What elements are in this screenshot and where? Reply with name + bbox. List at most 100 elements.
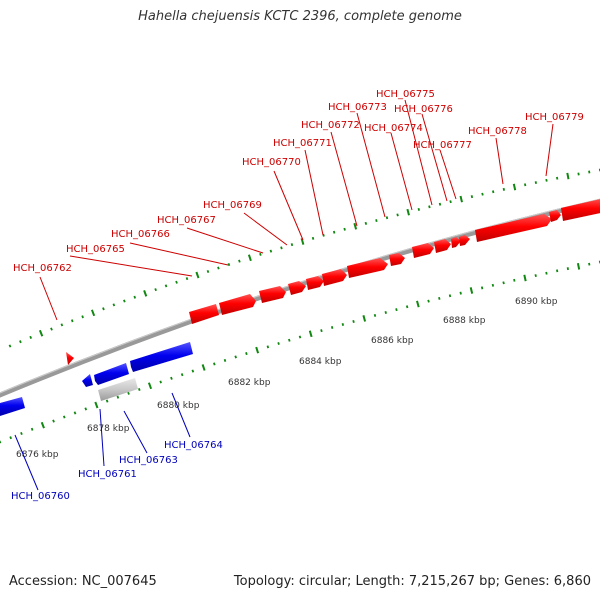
- gene-arrow[interactable]: [66, 352, 74, 365]
- minor-tick: [330, 326, 334, 330]
- gene-label-hch-06773[interactable]: HCH_06773: [328, 102, 387, 113]
- minor-tick: [259, 252, 262, 256]
- scale-label-6884: 6884 kbp: [299, 357, 342, 367]
- gene-arrow[interactable]: [434, 239, 451, 253]
- scale-label-6888: 6888 kbp: [443, 316, 486, 326]
- gene-arrow[interactable]: [82, 374, 93, 387]
- gene-label-hch-06764[interactable]: HCH_06764: [164, 440, 223, 451]
- major-tick: [94, 401, 99, 409]
- minor-tick: [238, 259, 241, 263]
- gene-arrow[interactable]: [288, 281, 306, 295]
- gene-arrow[interactable]: [549, 210, 561, 222]
- gene-arrow[interactable]: [412, 243, 434, 258]
- minor-tick: [62, 415, 66, 419]
- minor-tick: [556, 176, 559, 180]
- gene-label-hch-06771[interactable]: HCH_06771: [273, 138, 332, 149]
- minor-tick: [470, 195, 474, 199]
- gene-label-hch-06760[interactable]: HCH_06760: [11, 491, 70, 502]
- major-tick: [353, 222, 358, 230]
- gene-label-hch-06765[interactable]: HCH_06765: [66, 244, 125, 255]
- minor-tick: [298, 335, 302, 339]
- scale-label-6882: 6882 kbp: [228, 378, 271, 388]
- minor-tick: [116, 395, 120, 399]
- major-tick: [143, 290, 148, 297]
- non-coding-feature[interactable]: [98, 378, 138, 401]
- major-tick: [201, 364, 206, 371]
- major-tick: [406, 208, 410, 216]
- major-tick: [566, 172, 570, 180]
- major-tick: [523, 274, 527, 282]
- minor-tick: [206, 269, 210, 274]
- gene-label-hch-06779[interactable]: HCH_06779: [525, 112, 584, 123]
- gene-label-hch-06778[interactable]: HCH_06778: [468, 126, 527, 137]
- minor-tick: [448, 294, 452, 298]
- minor-tick: [30, 427, 34, 431]
- gene-label-hch-06767[interactable]: HCH_06767: [157, 215, 216, 226]
- minor-tick: [545, 271, 548, 275]
- gene-arrow[interactable]: [459, 235, 470, 246]
- gene-arrow[interactable]: [306, 276, 324, 290]
- reverse-tick-track: [0, 260, 600, 444]
- gene-label-hch-06775[interactable]: HCH_06775: [376, 89, 435, 100]
- minor-tick: [52, 419, 55, 423]
- scale-label-6878: 6878 kbp: [87, 424, 130, 434]
- major-tick: [469, 287, 474, 294]
- major-tick: [576, 262, 581, 270]
- gene-label-hch-06763[interactable]: HCH_06763: [119, 455, 178, 466]
- gene-label-hch-06770[interactable]: HCH_06770: [242, 157, 301, 168]
- minor-tick: [534, 181, 537, 184]
- minor-tick: [105, 399, 109, 403]
- gene-label-hch-06761[interactable]: HCH_06761: [78, 469, 137, 480]
- gene-label-hch-06774[interactable]: HCH_06774: [364, 123, 423, 134]
- minor-tick: [588, 262, 591, 266]
- minor-tick: [395, 308, 398, 312]
- scale-label-6876: 6876 kbp: [16, 450, 59, 460]
- gene-label-hch-06777[interactable]: HCH_06777: [413, 140, 472, 151]
- minor-tick: [164, 284, 168, 288]
- major-tick: [40, 421, 45, 429]
- gene-arrow[interactable]: [259, 286, 286, 303]
- minor-tick: [123, 299, 126, 303]
- minor-tick: [234, 355, 237, 359]
- minor-tick: [159, 380, 162, 384]
- minor-tick: [343, 227, 346, 231]
- gene-label-hch-06772[interactable]: HCH_06772: [301, 120, 360, 131]
- gene-arrow[interactable]: [389, 253, 405, 266]
- gene-arrow[interactable]: [94, 363, 129, 385]
- gene-label-hch-06762[interactable]: HCH_06762: [13, 263, 72, 274]
- minor-tick: [417, 207, 420, 211]
- minor-tick: [556, 269, 559, 273]
- forward-gene-labels: HCH_06762 HCH_06765 HCH_06766 HCH_06767 …: [13, 89, 584, 321]
- gene-label-hch-06776[interactable]: HCH_06776: [394, 104, 453, 115]
- accession-text: Accession: NC_007645: [9, 574, 157, 589]
- gene-arrow[interactable]: [561, 198, 600, 221]
- major-tick: [247, 254, 252, 262]
- minor-tick: [428, 205, 431, 209]
- minor-tick: [373, 313, 377, 317]
- minor-tick: [320, 329, 323, 333]
- minor-tick: [385, 216, 389, 220]
- map-title: Hahella chejuensis KCTC 2396, complete g…: [138, 9, 462, 24]
- major-tick: [255, 346, 260, 354]
- major-tick: [416, 300, 420, 308]
- gene-arrow[interactable]: [219, 294, 256, 315]
- gene-arrow[interactable]: [0, 397, 25, 416]
- minor-tick: [352, 319, 355, 323]
- gene-label-hch-06769[interactable]: HCH_06769: [203, 200, 262, 211]
- minor-tick: [81, 315, 84, 319]
- minor-tick: [481, 192, 484, 196]
- minor-tick: [480, 286, 484, 290]
- gene-label-hch-06766[interactable]: HCH_06766: [111, 229, 170, 240]
- gene-arrow[interactable]: [322, 269, 347, 286]
- gene-arrow[interactable]: [130, 342, 193, 372]
- minor-tick: [112, 303, 116, 307]
- gene-arrow[interactable]: [451, 237, 461, 248]
- minor-tick: [438, 296, 441, 300]
- scale-label-6886: 6886 kbp: [371, 336, 414, 346]
- gene-arrow[interactable]: [475, 214, 552, 242]
- gene-arrow[interactable]: [189, 304, 219, 324]
- gene-arrow[interactable]: [347, 258, 388, 278]
- minor-tick: [223, 358, 227, 362]
- minor-tick: [449, 200, 452, 204]
